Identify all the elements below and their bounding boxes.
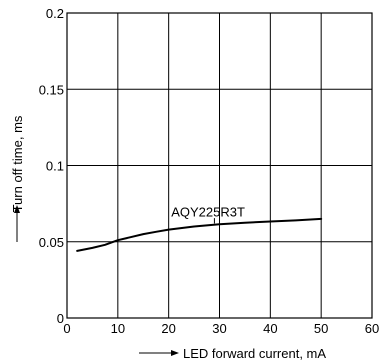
x-tick-labels: 0 10 20 30 40 50 60: [63, 321, 379, 336]
x-tick-label: 20: [161, 321, 175, 336]
series-label: AQY225R3T: [171, 205, 245, 220]
grid: [67, 13, 372, 318]
series-line: [76, 217, 323, 252]
y-axis-arrow-head: [14, 205, 20, 213]
plot-frame: [66, 12, 373, 319]
y-tick-label: 0.05: [39, 235, 64, 250]
x-tick-label: 60: [365, 321, 379, 336]
series-group: AQY225R3T: [76, 205, 323, 252]
x-tick-label: 50: [314, 321, 328, 336]
y-tick-label: 0.1: [46, 159, 64, 174]
x-tick-label: 0: [63, 321, 70, 336]
x-axis-arrow-head: [171, 350, 179, 356]
x-axis-label: LED forward current, mA: [183, 346, 326, 360]
y-axis-label: Turn off time, ms: [10, 115, 25, 212]
y-tick-label: 0.2: [46, 6, 64, 21]
y-tick-label: 0.15: [39, 82, 64, 97]
x-tick-label: 10: [111, 321, 125, 336]
y-tick-label: 0: [57, 311, 64, 326]
y-tick-labels: 0 0.05 0.1 0.15 0.2: [39, 6, 64, 326]
x-tick-label: 30: [212, 321, 226, 336]
x-tick-label: 40: [263, 321, 277, 336]
